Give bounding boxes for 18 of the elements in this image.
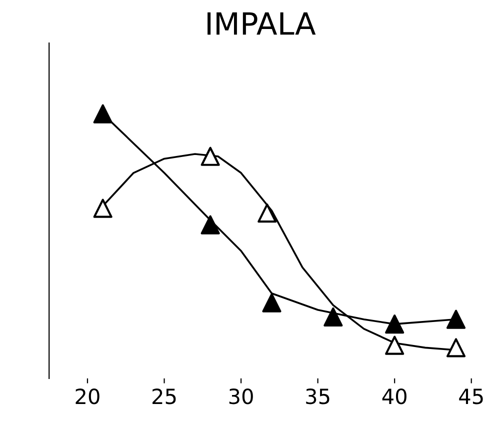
- point: [385, 336, 404, 355]
- point: [446, 338, 466, 358]
- point: [324, 307, 343, 327]
- x-tick-label: 25: [152, 388, 176, 404]
- x-tick-label: 35: [306, 388, 330, 404]
- x-tick-label: 40: [382, 388, 406, 404]
- point: [200, 146, 220, 166]
- chart-title: IMPALA: [208, 12, 316, 35]
- point: [258, 204, 277, 223]
- x-tick-label: 20: [76, 388, 100, 404]
- point: [446, 310, 466, 329]
- point: [93, 198, 112, 218]
- point: [200, 215, 220, 234]
- point: [262, 293, 282, 312]
- x-tick-label: 45: [459, 388, 483, 404]
- point: [93, 104, 112, 124]
- point: [385, 314, 404, 334]
- x-tick-label: 30: [229, 388, 253, 404]
